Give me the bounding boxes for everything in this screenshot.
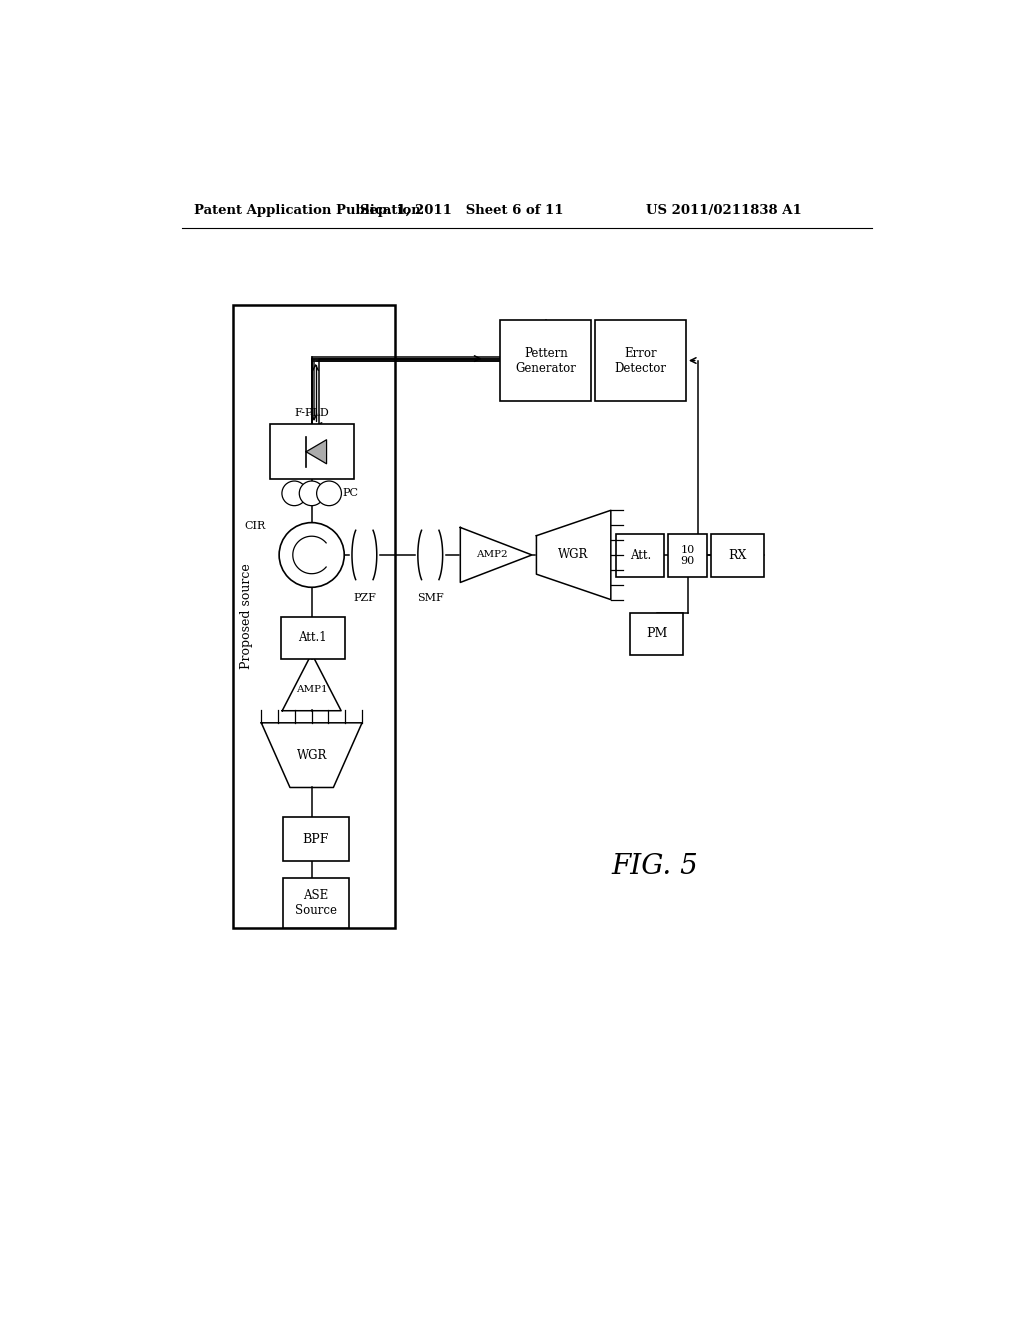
Polygon shape [261, 723, 362, 788]
Text: PM: PM [646, 627, 668, 640]
Bar [232, 305, 395, 928]
Bar [595, 321, 686, 401]
Text: Att.: Att. [630, 549, 651, 562]
Text: AMP1: AMP1 [296, 685, 328, 694]
Text: Error
Detector: Error Detector [614, 347, 667, 375]
Bar [283, 817, 349, 862]
Text: WGR: WGR [558, 548, 589, 561]
Text: AMP2: AMP2 [476, 550, 508, 560]
Text: PZF: PZF [353, 594, 376, 603]
Bar [711, 535, 764, 577]
Text: ASE
Source: ASE Source [295, 890, 337, 917]
Polygon shape [306, 440, 327, 463]
Circle shape [316, 480, 341, 506]
Polygon shape [283, 653, 341, 710]
Text: 10
90: 10 90 [680, 545, 694, 566]
Bar [630, 612, 683, 655]
Text: CIR: CIR [244, 521, 265, 532]
Circle shape [282, 480, 307, 506]
Text: Sep. 1, 2011   Sheet 6 of 11: Sep. 1, 2011 Sheet 6 of 11 [359, 205, 563, 218]
Text: RX: RX [728, 549, 746, 562]
Text: Att.1: Att.1 [299, 631, 327, 644]
Circle shape [280, 523, 344, 587]
Bar [270, 424, 353, 479]
Text: Proposed source: Proposed source [240, 564, 253, 669]
Text: F-PLD: F-PLD [294, 408, 329, 418]
Polygon shape [418, 531, 442, 579]
Bar [669, 535, 707, 577]
Polygon shape [461, 528, 531, 582]
Text: WGR: WGR [297, 748, 327, 762]
Text: BPF: BPF [303, 833, 329, 846]
Bar [616, 535, 665, 577]
Bar [500, 321, 592, 401]
Text: Patent Application Publication: Patent Application Publication [194, 205, 421, 218]
Polygon shape [537, 511, 611, 599]
Text: FIG. 5: FIG. 5 [611, 853, 698, 880]
Circle shape [299, 480, 324, 506]
Text: PC: PC [343, 488, 358, 499]
Bar [283, 878, 349, 928]
Bar [281, 616, 345, 659]
Text: US 2011/0211838 A1: US 2011/0211838 A1 [646, 205, 802, 218]
Polygon shape [352, 531, 377, 579]
Text: Pettern
Generator: Pettern Generator [515, 347, 577, 375]
Text: SMF: SMF [417, 594, 443, 603]
